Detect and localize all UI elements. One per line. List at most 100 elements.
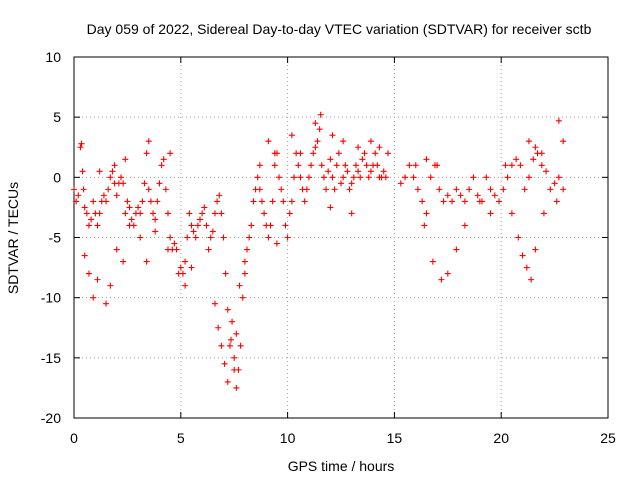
data-point xyxy=(555,117,562,124)
data-point xyxy=(182,258,189,265)
data-point xyxy=(192,234,199,241)
data-point xyxy=(186,210,193,217)
data-point xyxy=(508,210,515,217)
data-point xyxy=(173,246,180,253)
data-point xyxy=(85,270,92,277)
data-point xyxy=(256,162,263,169)
y-tick-label: 0 xyxy=(53,169,61,185)
data-point xyxy=(538,150,545,157)
data-point xyxy=(305,174,312,181)
data-point xyxy=(352,162,359,169)
data-point xyxy=(211,300,218,307)
data-point xyxy=(487,210,494,217)
data-point xyxy=(80,186,87,193)
data-point xyxy=(209,228,216,235)
data-point xyxy=(414,186,421,193)
data-point xyxy=(265,234,272,241)
data-point xyxy=(280,198,287,205)
data-point xyxy=(167,150,174,157)
data-point xyxy=(113,246,120,253)
y-axis-label: SDTVAR / TECUs xyxy=(5,182,21,294)
data-point xyxy=(421,222,428,229)
data-point xyxy=(316,126,323,133)
data-point xyxy=(265,138,272,145)
data-point xyxy=(103,198,110,205)
data-point xyxy=(438,276,445,283)
data-point xyxy=(254,174,261,181)
data-point xyxy=(513,156,520,163)
data-point xyxy=(261,210,268,217)
data-point xyxy=(143,150,150,157)
data-point xyxy=(164,246,171,253)
data-point xyxy=(239,294,246,301)
data-point xyxy=(111,162,118,169)
data-point xyxy=(528,276,535,283)
y-tick-label: -20 xyxy=(41,410,61,426)
data-point xyxy=(273,240,280,247)
data-point xyxy=(205,246,212,253)
data-point xyxy=(164,210,171,217)
data-point xyxy=(342,162,349,169)
data-point xyxy=(540,210,547,217)
data-point xyxy=(222,270,229,277)
data-point xyxy=(335,150,342,157)
data-point xyxy=(244,246,251,253)
data-point xyxy=(303,186,310,193)
data-point xyxy=(496,198,503,205)
y-tick-label: -10 xyxy=(41,290,61,306)
data-point xyxy=(397,180,404,187)
data-point xyxy=(218,210,225,217)
data-point xyxy=(357,174,364,181)
data-point xyxy=(348,210,355,217)
data-point xyxy=(470,174,477,181)
data-point xyxy=(94,222,101,229)
data-point xyxy=(201,204,208,211)
data-point xyxy=(71,186,77,193)
data-point xyxy=(327,156,334,163)
data-point xyxy=(320,174,327,181)
data-point xyxy=(412,162,419,169)
data-point xyxy=(137,234,144,241)
data-point xyxy=(128,216,135,223)
data-point xyxy=(75,192,82,199)
data-point xyxy=(77,144,84,151)
data-point xyxy=(207,234,214,241)
data-point xyxy=(188,264,195,271)
data-point xyxy=(224,378,231,385)
data-point xyxy=(105,186,112,193)
data-point xyxy=(81,252,88,259)
data-point xyxy=(453,186,460,193)
data-point xyxy=(317,111,324,118)
data-point xyxy=(427,174,434,181)
data-point xyxy=(229,318,236,325)
data-point xyxy=(214,198,221,205)
data-point xyxy=(162,186,169,193)
data-point xyxy=(487,186,494,193)
data-point xyxy=(384,150,391,157)
data-point xyxy=(402,174,409,181)
data-point xyxy=(117,174,124,181)
data-point xyxy=(372,150,379,157)
data-point xyxy=(318,162,325,169)
data-point xyxy=(269,198,276,205)
data-point xyxy=(271,162,278,169)
data-point xyxy=(555,174,562,181)
data-point xyxy=(154,198,161,205)
data-point xyxy=(288,132,295,139)
data-point xyxy=(423,156,430,163)
data-point xyxy=(291,174,298,181)
data-point xyxy=(78,140,85,147)
chart-title: Day 059 of 2022, Sidereal Day-to-day VTE… xyxy=(87,21,592,37)
data-point xyxy=(237,342,244,349)
data-point xyxy=(145,138,152,145)
data-point xyxy=(453,246,460,253)
data-point xyxy=(553,198,560,205)
data-point xyxy=(325,168,332,175)
data-point xyxy=(308,162,315,169)
data-point xyxy=(81,204,88,211)
data-point xyxy=(483,174,490,181)
y-tick-label: 5 xyxy=(53,109,61,125)
data-point xyxy=(199,210,206,217)
data-point xyxy=(525,138,532,145)
data-point xyxy=(419,198,426,205)
